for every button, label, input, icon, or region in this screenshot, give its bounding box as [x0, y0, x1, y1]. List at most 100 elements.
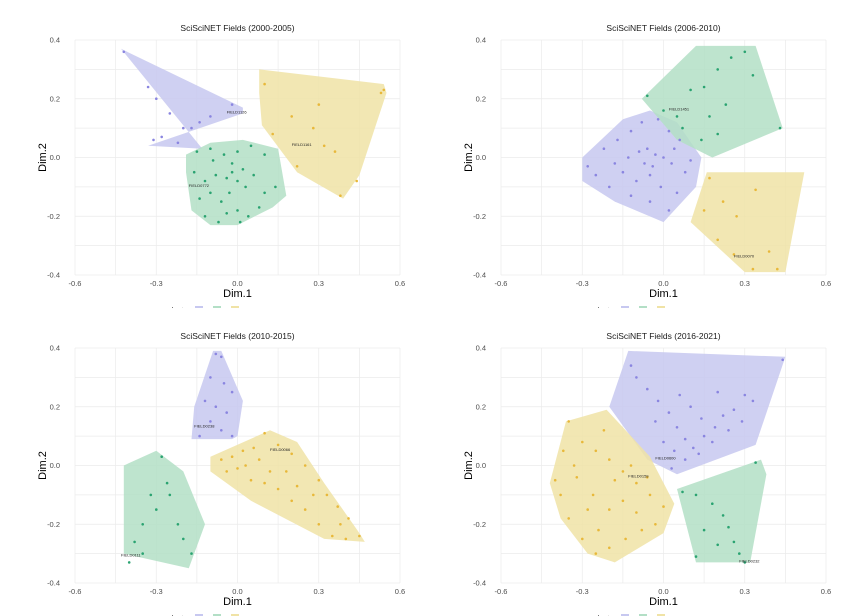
- x-tick-label: -0.6: [495, 279, 508, 288]
- cluster-2-hull: [123, 450, 205, 569]
- cluster-1-hull: [609, 350, 786, 475]
- cluster-2-point: [727, 525, 730, 529]
- cluster-1-point: [176, 141, 180, 145]
- cluster-2-point: [228, 191, 231, 195]
- cluster-1-point: [670, 162, 673, 165]
- cluster-3-point: [252, 446, 255, 450]
- cluster-1-point: [683, 437, 687, 441]
- cluster-1-point: [616, 138, 619, 142]
- cluster-2-point: [238, 220, 242, 224]
- x-tick-label: 0.0: [232, 587, 242, 596]
- legend-title: cluster: [594, 614, 617, 616]
- cluster-1-point: [230, 390, 234, 394]
- x-tick-label: -0.6: [69, 279, 82, 288]
- cluster-3-point: [358, 534, 361, 538]
- cluster-3-point: [629, 464, 633, 467]
- cluster-3-point: [562, 449, 565, 453]
- x-tick-label: 0.6: [821, 587, 831, 596]
- chart-panel-2016-2021: SciSciNET Fields (2016-2021) FIELD0600 FIE…: [426, 308, 853, 616]
- cluster-3-point: [559, 493, 562, 497]
- cluster-2-point: [168, 493, 172, 497]
- cluster-1-point: [190, 126, 193, 130]
- x-tick-label: -0.6: [69, 587, 82, 596]
- cluster-1-point: [651, 165, 654, 168]
- cluster-3-point: [263, 82, 266, 86]
- cluster-2-point: [141, 552, 144, 555]
- cluster-1-point: [643, 162, 646, 165]
- cluster-3-point: [295, 484, 299, 488]
- cluster-2-point: [176, 523, 180, 526]
- y-tick-label: -0.2: [473, 520, 486, 529]
- cluster-1-point: [697, 452, 700, 456]
- legend-key-3: [657, 306, 665, 308]
- cluster-1-point: [675, 191, 679, 195]
- y-tick-label: -0.2: [47, 212, 60, 221]
- y-tick-label: 0.4: [476, 344, 486, 353]
- legend-key-1: [195, 614, 203, 616]
- cluster-1-point: [220, 355, 223, 359]
- legend: cluster123: [168, 306, 239, 308]
- legend-key-1: [621, 614, 629, 616]
- cluster-1-point: [222, 382, 226, 385]
- cluster-3-hull: [259, 69, 387, 199]
- cluster-3-point: [621, 499, 625, 503]
- cluster-1-point: [683, 170, 687, 174]
- cluster-3-point: [597, 528, 600, 532]
- scatter-chart-2010-2015: SciSciNET Fields (2010-2015) FIELD0238 FIE…: [37, 331, 405, 616]
- cluster-1-point: [678, 138, 681, 142]
- cluster-3-point: [654, 523, 657, 526]
- cluster-1-point: [637, 150, 641, 153]
- cluster-2-point: [211, 159, 215, 162]
- y-tick-label: 0.0: [50, 461, 60, 470]
- cluster-3-point: [716, 238, 719, 242]
- cluster-3-point: [382, 88, 386, 92]
- cluster-3-point: [331, 534, 334, 538]
- field-annotation: FIELD1126: [227, 109, 248, 114]
- cluster-2-point: [681, 490, 684, 494]
- y-tick-label: -0.4: [473, 271, 486, 280]
- cluster-2-point: [702, 85, 706, 89]
- cluster-3-point: [322, 144, 326, 148]
- legend: cluster123: [168, 614, 239, 616]
- x-axis-title: Dim.1: [649, 596, 678, 608]
- cluster-3-point: [244, 464, 247, 467]
- y-axis-title: Dim.2: [37, 451, 49, 480]
- y-tick-label: 0.4: [50, 36, 60, 45]
- cluster-3-point: [230, 455, 234, 458]
- cluster-2-point: [724, 103, 728, 106]
- cluster-2-point: [160, 455, 163, 458]
- cluster-1-point: [740, 420, 744, 423]
- cluster-3-point: [271, 132, 275, 136]
- cluster-3-point: [379, 91, 383, 95]
- cluster-3-point: [608, 546, 611, 550]
- cluster-2-point: [225, 176, 228, 180]
- cluster-3-point: [767, 250, 771, 253]
- cluster-1-point: [659, 185, 663, 189]
- cluster-1-point: [654, 153, 657, 156]
- cluster-1-point: [640, 121, 644, 124]
- cluster-3-point: [602, 429, 606, 432]
- cluster-3-point: [317, 523, 321, 526]
- cluster-2-point: [729, 56, 733, 59]
- cluster-1-point: [230, 103, 234, 106]
- cluster-3-point: [640, 528, 644, 532]
- cluster-3-point: [290, 452, 294, 456]
- cluster-1-point: [230, 434, 234, 438]
- cluster-3-point: [257, 458, 261, 461]
- cluster-2-point: [702, 528, 706, 532]
- cluster-3-point: [708, 176, 711, 180]
- cluster-2-point: [236, 179, 239, 183]
- cluster-2-point: [263, 153, 266, 156]
- y-tick-label: 0.2: [50, 94, 60, 103]
- cluster-3-point: [754, 188, 757, 192]
- cluster-2-point: [244, 185, 247, 189]
- cluster-2-point: [716, 543, 719, 547]
- cluster-2-point: [754, 461, 757, 464]
- field-annotation: FIELD0159: [628, 473, 649, 478]
- cluster-3-hull: [210, 430, 365, 542]
- cluster-2-point: [222, 153, 226, 156]
- cluster-1-point: [627, 156, 630, 159]
- cluster-2-point: [141, 523, 144, 526]
- cluster-1-point: [689, 159, 692, 162]
- cluster-3-point: [624, 537, 627, 541]
